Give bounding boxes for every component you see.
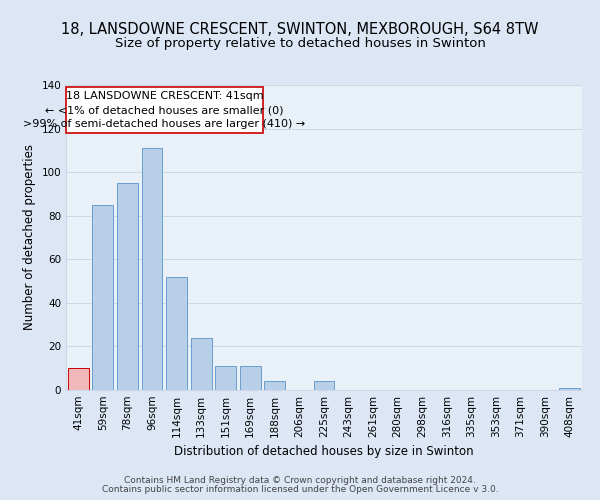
X-axis label: Distribution of detached houses by size in Swinton: Distribution of detached houses by size … bbox=[174, 446, 474, 458]
Bar bbox=[92, 205, 113, 390]
Bar bbox=[240, 366, 261, 390]
Text: Contains HM Land Registry data © Crown copyright and database right 2024.: Contains HM Land Registry data © Crown c… bbox=[124, 476, 476, 485]
Bar bbox=[166, 276, 187, 390]
Text: Size of property relative to detached houses in Swinton: Size of property relative to detached ho… bbox=[115, 38, 485, 51]
Bar bbox=[191, 338, 212, 390]
Bar bbox=[265, 382, 286, 390]
FancyBboxPatch shape bbox=[67, 87, 263, 133]
Bar bbox=[117, 183, 138, 390]
Bar bbox=[559, 388, 580, 390]
Bar bbox=[215, 366, 236, 390]
Y-axis label: Number of detached properties: Number of detached properties bbox=[23, 144, 36, 330]
Bar bbox=[314, 382, 334, 390]
Bar bbox=[68, 368, 89, 390]
Text: Contains public sector information licensed under the Open Government Licence v : Contains public sector information licen… bbox=[101, 485, 499, 494]
Text: 18, LANSDOWNE CRESCENT, SWINTON, MEXBOROUGH, S64 8TW: 18, LANSDOWNE CRESCENT, SWINTON, MEXBORO… bbox=[61, 22, 539, 38]
Bar bbox=[142, 148, 163, 390]
Text: 18 LANSDOWNE CRESCENT: 41sqm
← <1% of detached houses are smaller (0)
>99% of se: 18 LANSDOWNE CRESCENT: 41sqm ← <1% of de… bbox=[23, 90, 305, 130]
